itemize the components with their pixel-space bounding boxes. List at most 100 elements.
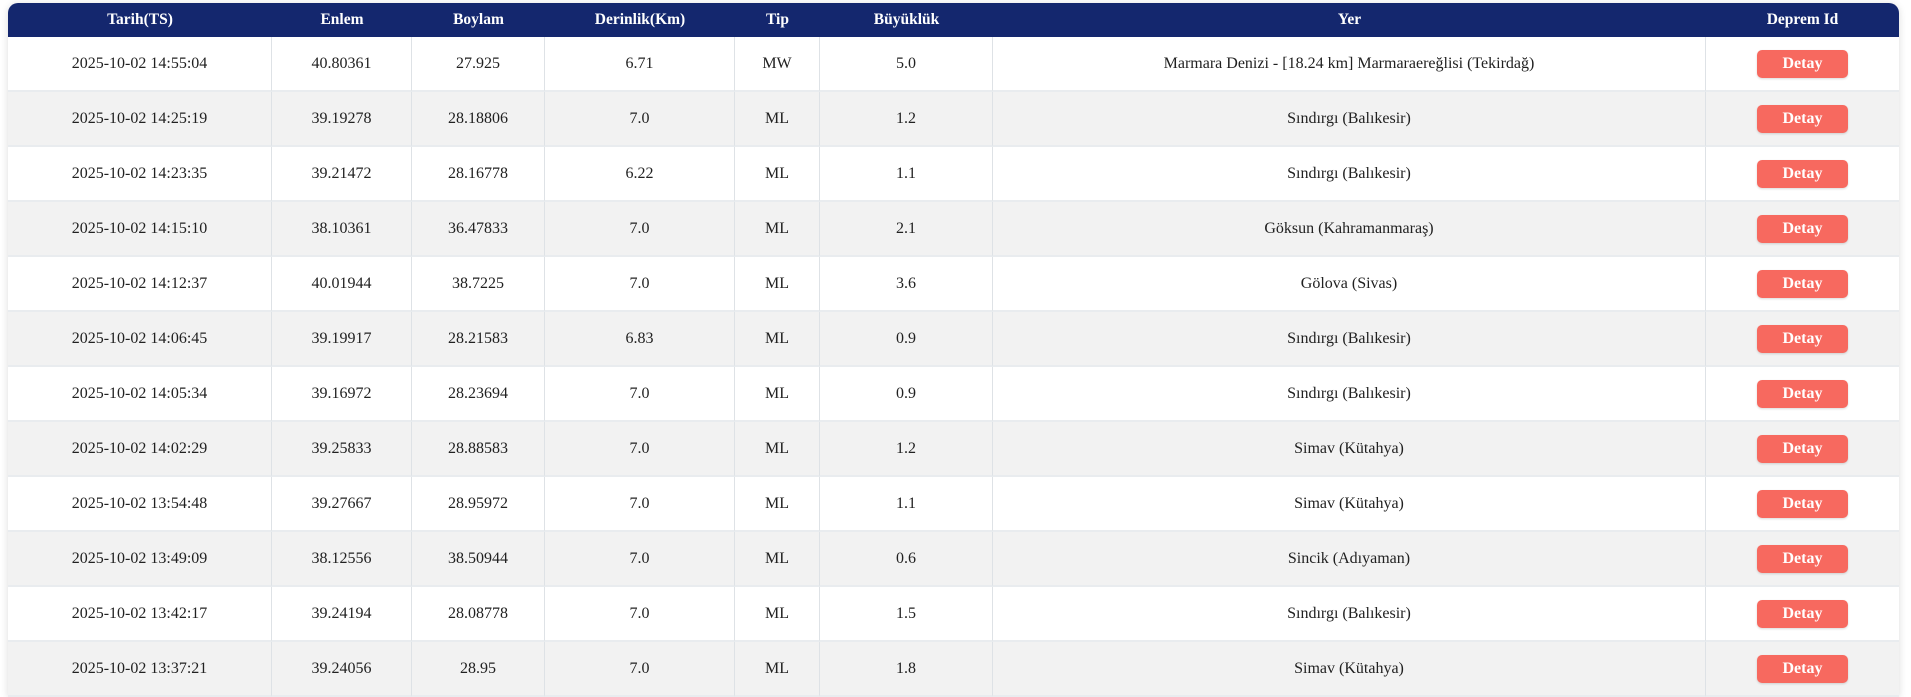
cell-yer: Simav (Kütahya) <box>993 477 1706 532</box>
cell-buyukluk: 0.6 <box>820 532 993 587</box>
cell-yer: Sındırgı (Balıkesir) <box>993 587 1706 642</box>
cell-tarih: 2025-10-02 13:54:48 <box>8 477 272 532</box>
cell-boylam: 38.50944 <box>412 532 545 587</box>
cell-buyukluk: 1.1 <box>820 477 993 532</box>
cell-enlem: 39.19917 <box>272 312 412 367</box>
cell-tip: ML <box>735 92 820 147</box>
cell-yer: Simav (Kütahya) <box>993 642 1706 697</box>
detay-button[interactable]: Detay <box>1756 434 1849 463</box>
cell-boylam: 28.08778 <box>412 587 545 642</box>
cell-enlem: 38.12556 <box>272 532 412 587</box>
header-tip: Tip <box>735 3 820 37</box>
cell-enlem: 39.16972 <box>272 367 412 422</box>
cell-yer: Sındırgı (Balıkesir) <box>993 367 1706 422</box>
header-tarih: Tarih(TS) <box>8 3 272 37</box>
cell-enlem: 39.25833 <box>272 422 412 477</box>
detay-button[interactable]: Detay <box>1756 269 1849 298</box>
table-row: 2025-10-02 14:02:29 39.25833 28.88583 7.0 ML… <box>8 422 1899 477</box>
cell-boylam: 28.95 <box>412 642 545 697</box>
cell-deprem_id: Detay <box>1706 642 1899 697</box>
table-row: 2025-10-02 13:42:17 39.24194 28.08778 7.0 ML… <box>8 587 1899 642</box>
cell-deprem_id: Detay <box>1706 587 1899 642</box>
header-boylam: Boylam <box>412 3 545 37</box>
cell-enlem: 39.27667 <box>272 477 412 532</box>
cell-enlem: 40.01944 <box>272 257 412 312</box>
cell-yer: Sındırgı (Balıkesir) <box>993 92 1706 147</box>
cell-tarih: 2025-10-02 14:12:37 <box>8 257 272 312</box>
cell-buyukluk: 5.0 <box>820 37 993 92</box>
cell-boylam: 28.16778 <box>412 147 545 202</box>
cell-derinlik: 7.0 <box>545 477 735 532</box>
cell-deprem_id: Detay <box>1706 312 1899 367</box>
detay-button[interactable]: Detay <box>1756 599 1849 628</box>
table-row: 2025-10-02 14:05:34 39.16972 28.23694 7.0 ML… <box>8 367 1899 422</box>
cell-yer: Sındırgı (Balıkesir) <box>993 312 1706 367</box>
detay-button[interactable]: Detay <box>1756 489 1849 518</box>
detay-button[interactable]: Detay <box>1756 654 1849 683</box>
cell-boylam: 28.21583 <box>412 312 545 367</box>
cell-tarih: 2025-10-02 14:55:04 <box>8 37 272 92</box>
cell-derinlik: 7.0 <box>545 367 735 422</box>
detay-button[interactable]: Detay <box>1756 104 1849 133</box>
cell-derinlik: 7.0 <box>545 202 735 257</box>
cell-tarih: 2025-10-02 13:49:09 <box>8 532 272 587</box>
table-row: 2025-10-02 13:49:09 38.12556 38.50944 7.0 ML… <box>8 532 1899 587</box>
cell-enlem: 39.24056 <box>272 642 412 697</box>
cell-derinlik: 6.83 <box>545 312 735 367</box>
cell-deprem_id: Detay <box>1706 532 1899 587</box>
header-row: Tarih(TS) Enlem Boylam Derinlik(Km) Tip … <box>8 3 1899 37</box>
cell-boylam: 28.95972 <box>412 477 545 532</box>
cell-tip: ML <box>735 367 820 422</box>
cell-deprem_id: Detay <box>1706 367 1899 422</box>
detay-button[interactable]: Detay <box>1756 214 1849 243</box>
cell-derinlik: 7.0 <box>545 257 735 312</box>
cell-derinlik: 7.0 <box>545 92 735 147</box>
cell-deprem_id: Detay <box>1706 257 1899 312</box>
detay-button[interactable]: Detay <box>1756 379 1849 408</box>
cell-yer: Simav (Kütahya) <box>993 422 1706 477</box>
cell-yer: Gölova (Sivas) <box>993 257 1706 312</box>
cell-buyukluk: 0.9 <box>820 367 993 422</box>
cell-tip: ML <box>735 147 820 202</box>
table-header: Tarih(TS) Enlem Boylam Derinlik(Km) Tip … <box>8 3 1899 37</box>
cell-enlem: 40.80361 <box>272 37 412 92</box>
cell-boylam: 28.23694 <box>412 367 545 422</box>
cell-derinlik: 6.71 <box>545 37 735 92</box>
table-row: 2025-10-02 14:15:10 38.10361 36.47833 7.0 ML… <box>8 202 1899 257</box>
table-row: 2025-10-02 14:25:19 39.19278 28.18806 7.0 ML… <box>8 92 1899 147</box>
cell-tip: ML <box>735 642 820 697</box>
cell-tip: ML <box>735 587 820 642</box>
cell-tarih: 2025-10-02 14:02:29 <box>8 422 272 477</box>
cell-derinlik: 7.0 <box>545 532 735 587</box>
detay-button[interactable]: Detay <box>1756 544 1849 573</box>
cell-buyukluk: 1.2 <box>820 92 993 147</box>
header-buyukluk: Büyüklük <box>820 3 993 37</box>
earthquake-table: Tarih(TS) Enlem Boylam Derinlik(Km) Tip … <box>8 3 1899 697</box>
cell-buyukluk: 2.1 <box>820 202 993 257</box>
cell-yer: Göksun (Kahramanmaraş) <box>993 202 1706 257</box>
detay-button[interactable]: Detay <box>1756 159 1849 188</box>
cell-deprem_id: Detay <box>1706 422 1899 477</box>
table-row: 2025-10-02 13:37:21 39.24056 28.95 7.0 ML 1.8… <box>8 642 1899 697</box>
cell-enlem: 39.24194 <box>272 587 412 642</box>
table-row: 2025-10-02 14:06:45 39.19917 28.21583 6.83 M… <box>8 312 1899 367</box>
cell-deprem_id: Detay <box>1706 37 1899 92</box>
cell-buyukluk: 1.2 <box>820 422 993 477</box>
cell-enlem: 38.10361 <box>272 202 412 257</box>
table-row: 2025-10-02 13:54:48 39.27667 28.95972 7.0 ML… <box>8 477 1899 532</box>
cell-tip: ML <box>735 422 820 477</box>
cell-boylam: 28.88583 <box>412 422 545 477</box>
detay-button[interactable]: Detay <box>1756 324 1849 353</box>
cell-tip: ML <box>735 477 820 532</box>
detay-button[interactable]: Detay <box>1756 49 1849 78</box>
table-row: 2025-10-02 14:55:04 40.80361 27.925 6.71 MW 5… <box>8 37 1899 92</box>
cell-boylam: 27.925 <box>412 37 545 92</box>
cell-tip: ML <box>735 532 820 587</box>
cell-tarih: 2025-10-02 14:06:45 <box>8 312 272 367</box>
cell-tarih: 2025-10-02 14:05:34 <box>8 367 272 422</box>
cell-tarih: 2025-10-02 14:23:35 <box>8 147 272 202</box>
cell-deprem_id: Detay <box>1706 147 1899 202</box>
cell-deprem_id: Detay <box>1706 477 1899 532</box>
cell-tarih: 2025-10-02 13:37:21 <box>8 642 272 697</box>
cell-derinlik: 7.0 <box>545 642 735 697</box>
